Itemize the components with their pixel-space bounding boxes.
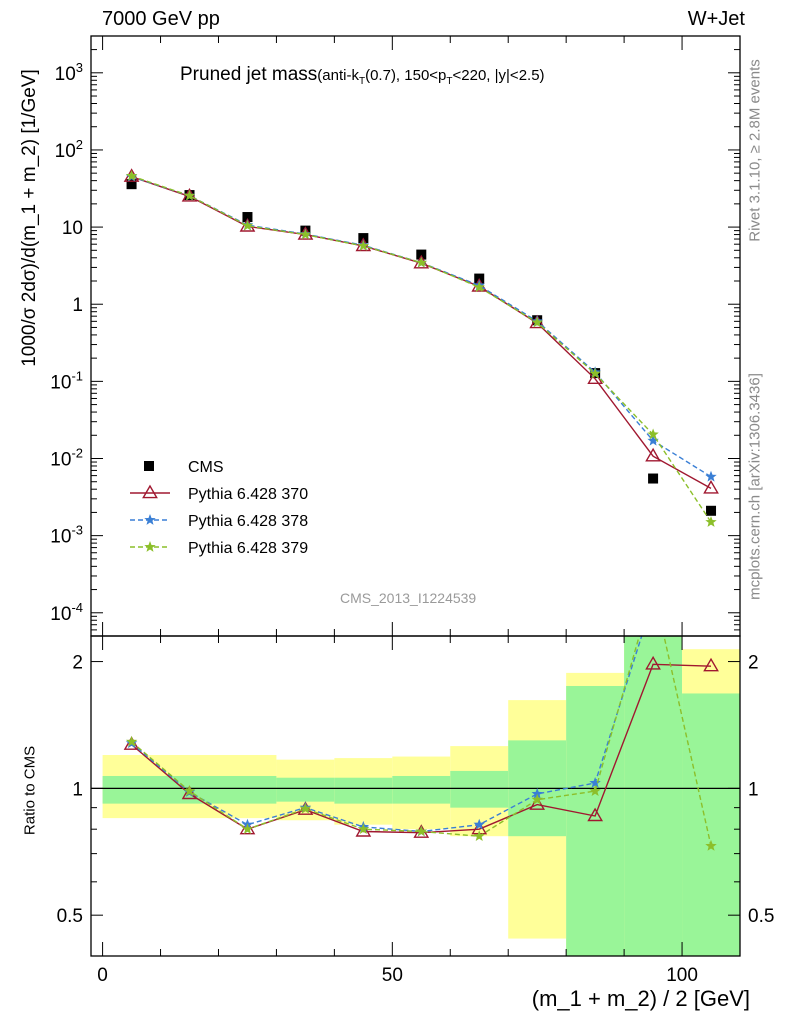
series-3-marker-10 (705, 516, 717, 527)
series-line-2 (131, 176, 712, 478)
ratio-2-marker-8 (589, 785, 601, 796)
ratio-2-marker-0 (125, 735, 138, 747)
cms-point-5 (416, 249, 427, 260)
series-3-marker-2 (241, 219, 254, 231)
top-ylabel: 1000/σ 2dσ)/d(m_1 + m_2) [1/GeV] (19, 69, 40, 367)
legend: CMS Pythia 6.428 370 Pythia 6.428 378 Pythi… (130, 459, 308, 557)
series-1-marker-10 (703, 480, 719, 494)
top-ytick-label-4: 1 (72, 295, 83, 316)
stat-uncertainty-band-2 (334, 777, 393, 804)
top-ytick-label-7: 103 (55, 60, 83, 85)
top-ytick-label-2: 10-2 (50, 446, 83, 471)
stat-uncertainty-band-8 (682, 693, 740, 956)
top-ytick-label-0: 10-4 (50, 600, 83, 625)
legend-marker-cms (144, 461, 154, 471)
ratio-0-marker-9 (645, 655, 661, 670)
series-3-marker-1 (183, 189, 196, 201)
legend-marker-3 (144, 541, 156, 552)
top-ytick-label-5: 10 (62, 218, 83, 239)
top-ytick-label-3: 10-1 (50, 368, 83, 393)
ratio-0-marker-8 (587, 807, 604, 822)
series-1-marker-8 (587, 370, 604, 384)
legend-marker-2 (144, 514, 156, 525)
header-energy: 7000 GeV pp (102, 8, 220, 30)
series-3-marker-8 (589, 367, 601, 379)
ratio-2-marker-4 (357, 823, 370, 834)
series-3-marker-3 (299, 228, 312, 240)
mcplots-label: mcplots.cern.ch [arXiv:1306.3436] (746, 373, 764, 600)
series-3-marker-0 (125, 170, 138, 181)
ratio-2-marker-7 (531, 793, 543, 805)
series-1-marker-9 (645, 447, 661, 462)
stat-uncertainty-band-6 (566, 685, 625, 956)
legend-label-0: CMS (188, 459, 224, 476)
x-axis-label: (m_1 + m_2) / 2 [GeV] (531, 986, 750, 1011)
plot-title: Pruned jet mass(anti-kT(0.7), 150<pT<220… (180, 64, 545, 87)
legend-marker-1 (142, 484, 158, 499)
series-3-marker-6 (473, 281, 485, 293)
bottom-ytick-label-right-0: 0.5 (748, 906, 774, 927)
series-2-marker-10 (705, 470, 717, 482)
stat-uncertainty-band-4 (450, 770, 509, 808)
ratio-2-marker-10 (705, 839, 717, 851)
legend-label-1: Pythia 6.428 370 (188, 486, 308, 503)
stat-uncertainty-band-7 (624, 636, 683, 956)
ratio-0-marker-0 (123, 736, 140, 750)
cms-point-10 (706, 505, 717, 516)
ratio-plot-data (91, 581, 740, 851)
xtick-label-0: 0 (97, 965, 108, 986)
plot-title-main: Pruned jet mass (180, 64, 318, 85)
series-3-marker-7 (531, 316, 543, 328)
ratio-1-marker-6 (473, 818, 485, 830)
bottom-ytick-label-right-1: 1 (748, 779, 759, 800)
series-line-1 (131, 176, 712, 490)
series-3-marker-5 (415, 256, 427, 268)
ratio-1-marker-9 (647, 594, 658, 605)
ratio-1-marker-7 (531, 787, 543, 799)
legend-label-3: Pythia 6.428 379 (188, 540, 308, 557)
ratio-line-2 (131, 636, 712, 847)
ratio-0-marker-1 (181, 785, 198, 800)
analysis-id: CMS_2013_I1224539 (340, 590, 477, 606)
ratio-0-marker-4 (355, 823, 372, 837)
rivet-version-label: Rivet 3.1.10, ≥ 2.8M events (746, 59, 764, 242)
ratio-2-marker-1 (183, 785, 196, 796)
cms-point-0 (126, 179, 137, 190)
stat-uncertainty-band-3 (392, 775, 451, 804)
cms-point-2 (242, 212, 253, 223)
bottom-ytick-label-right-2: 2 (748, 653, 759, 674)
ratio-2-marker-9 (647, 581, 658, 592)
series-2-marker-9 (647, 434, 659, 446)
top-ytick-label-1: 10-3 (50, 523, 83, 548)
ratio-0-marker-7 (529, 796, 546, 810)
ratio-1-marker-8 (589, 777, 601, 788)
series-3-marker-4 (357, 239, 370, 251)
top-ytick-label-6: 102 (55, 137, 83, 162)
header-process: W+Jet (687, 8, 745, 30)
bottom-ylabel: Ratio to CMS (21, 745, 39, 836)
ratio-2-marker-3 (299, 802, 312, 814)
xtick-label-2: 100 (666, 965, 698, 986)
main-plot-data (123, 168, 719, 527)
ratio-2-marker-2 (241, 823, 254, 834)
xtick-label-1: 50 (382, 965, 403, 986)
plot-frames (90, 35, 741, 957)
ratio-uncertainty-bands (102, 636, 740, 956)
ratio-0-marker-10 (703, 657, 719, 672)
cms-point-9 (648, 473, 659, 484)
plot-title-detail: (anti-kT(0.7), 150<pT<220, |y|<2.5) (317, 67, 545, 87)
bottom-panel-frame (90, 635, 741, 957)
stat-uncertainty-band-1 (276, 777, 335, 802)
series-3-marker-9 (647, 428, 659, 440)
ratio-1-marker-10 (705, 594, 716, 605)
bottom-ytick-label-1: 1 (72, 779, 83, 800)
bottom-ytick-label-2: 2 (72, 653, 83, 674)
bottom-ytick-label-0: 0.5 (57, 906, 83, 927)
ratio-2-marker-6 (473, 830, 485, 841)
ratio-2-marker-5 (415, 825, 427, 837)
legend-label-2: Pythia 6.428 378 (188, 513, 308, 530)
